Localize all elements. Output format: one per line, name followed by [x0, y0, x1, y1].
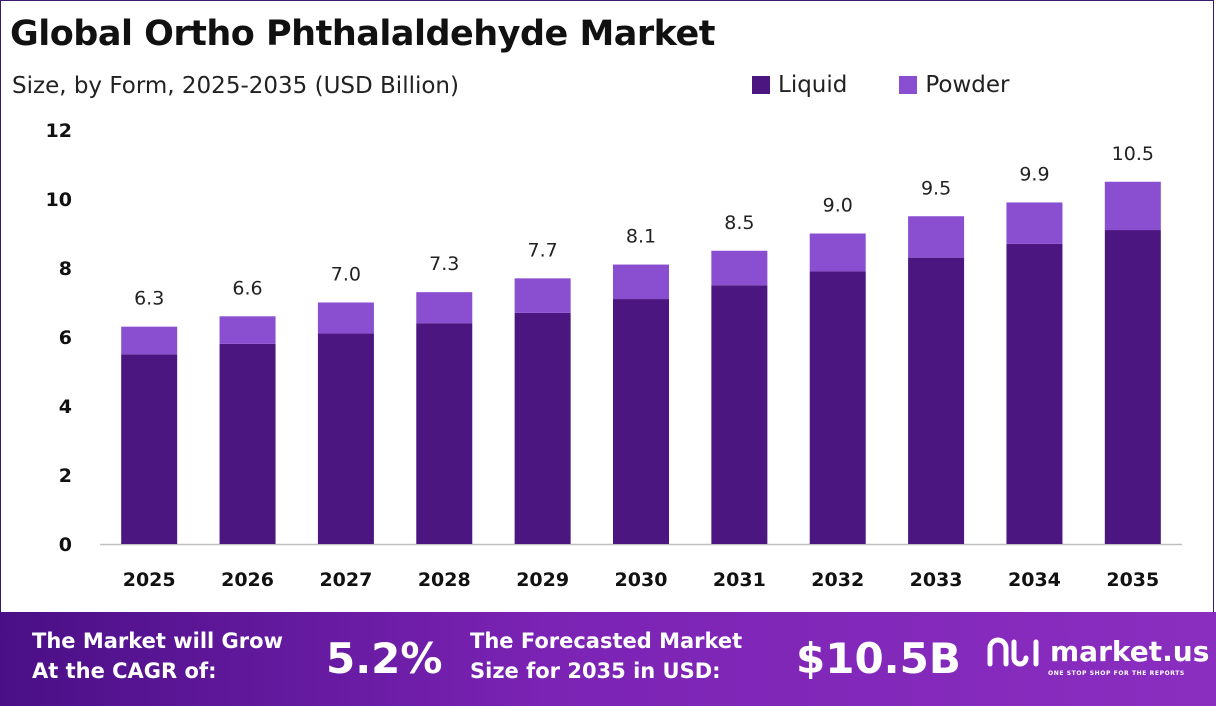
bar-powder-2028 — [416, 292, 473, 324]
bar-liquid-2034 — [1006, 243, 1063, 544]
x-tick-label: 2027 — [319, 569, 372, 591]
bar-total-label: 7.3 — [429, 253, 459, 275]
bar-total-label: 6.3 — [134, 288, 164, 310]
chart-subtitle: Size, by Form, 2025-2035 (USD Billion) — [12, 73, 459, 99]
bar-powder-2027 — [317, 302, 374, 334]
bar-total-label: 9.9 — [1019, 163, 1049, 185]
x-tick-label: 2033 — [910, 569, 963, 591]
bar-powder-2034 — [1006, 202, 1063, 244]
bar-powder-2025 — [121, 326, 178, 355]
cagr-value: 5.2% — [326, 634, 443, 683]
bar-liquid-2033 — [908, 257, 965, 544]
marketus-logo-icon — [987, 637, 1039, 667]
bar-total-label: 7.7 — [528, 239, 558, 261]
x-tick-label: 2035 — [1106, 569, 1159, 591]
legend-label-powder: Powder — [925, 72, 1010, 98]
x-tick-label: 2030 — [615, 569, 668, 591]
marketus-logo: market.us — [986, 634, 1209, 668]
y-tick-label: 0 — [59, 534, 72, 556]
bar-liquid-2031 — [711, 285, 768, 544]
bar-liquid-2029 — [514, 312, 571, 544]
bar-powder-2031 — [711, 250, 768, 286]
bar-total-label: 8.5 — [724, 212, 754, 234]
logo-tagline: ONE STOP SHOP FOR THE REPORTS — [1048, 670, 1185, 677]
bar-powder-2026 — [219, 316, 276, 344]
bar-liquid-2032 — [809, 271, 866, 544]
footer-banner: The Market will Grow At the CAGR of: 5.2… — [0, 612, 1216, 706]
bar-powder-2030 — [613, 264, 669, 300]
cagr-label-line1: The Market will Grow — [32, 629, 283, 653]
legend-label-liquid: Liquid — [778, 72, 848, 98]
bar-powder-2032 — [809, 233, 866, 272]
y-tick-label: 8 — [59, 258, 72, 280]
forecast-label-line2: Size for 2035 in USD: — [470, 659, 721, 683]
bar-total-label: 7.0 — [331, 264, 361, 286]
legend: Liquid Powder — [752, 72, 1010, 98]
bar-liquid-2025 — [121, 354, 178, 544]
cagr-label-line2: At the CAGR of: — [32, 659, 217, 683]
bar-liquid-2026 — [219, 343, 276, 544]
x-tick-label: 2025 — [123, 569, 176, 591]
stacked-bar-chart: 0 2 4 6 8 10 12 6.3 2025 6.6 2026 7.0 2027 7.3 2028 7.7… — [46, 120, 1182, 591]
bar-total-label: 9.5 — [921, 177, 951, 199]
legend-item-liquid: Liquid — [752, 72, 847, 98]
x-tick-label: 2029 — [516, 569, 569, 591]
y-tick-label: 6 — [59, 327, 72, 349]
legend-swatch-powder — [899, 76, 918, 94]
bar-liquid-2028 — [416, 323, 473, 544]
y-tick-label: 12 — [46, 120, 72, 142]
bar-powder-2033 — [908, 216, 965, 258]
x-tick-label: 2028 — [418, 569, 471, 591]
x-tick-label: 2026 — [221, 569, 274, 591]
bar-total-label: 9.0 — [823, 195, 853, 217]
forecast-label: The Forecasted Market Size for 2035 in U… — [470, 626, 742, 686]
chart-title: Global Ortho Phthalaldehyde Market — [10, 14, 715, 54]
x-tick-label: 2032 — [811, 569, 864, 591]
bar-total-label: 10.5 — [1112, 143, 1154, 165]
bar-total-label: 6.6 — [232, 277, 262, 299]
cagr-label: The Market will Grow At the CAGR of: — [32, 626, 283, 686]
x-tick-label: 2031 — [713, 569, 766, 591]
y-tick-label: 2 — [59, 465, 72, 487]
bar-liquid-2027 — [317, 333, 374, 544]
legend-swatch-liquid — [752, 76, 770, 94]
logo-text: market.us — [1050, 634, 1210, 668]
x-tick-label: 2034 — [1008, 569, 1061, 591]
forecast-label-line1: The Forecasted Market — [470, 629, 743, 653]
bar-powder-2029 — [514, 278, 571, 313]
bar-liquid-2030 — [613, 299, 669, 544]
bar-liquid-2035 — [1104, 230, 1161, 545]
bar-total-label: 8.1 — [626, 226, 656, 248]
bar-powder-2035 — [1104, 181, 1161, 231]
legend-item-powder: Powder — [899, 72, 1010, 98]
y-tick-label: 4 — [59, 396, 72, 418]
forecast-value: $10.5B — [796, 634, 961, 683]
y-tick-label: 10 — [46, 189, 72, 211]
